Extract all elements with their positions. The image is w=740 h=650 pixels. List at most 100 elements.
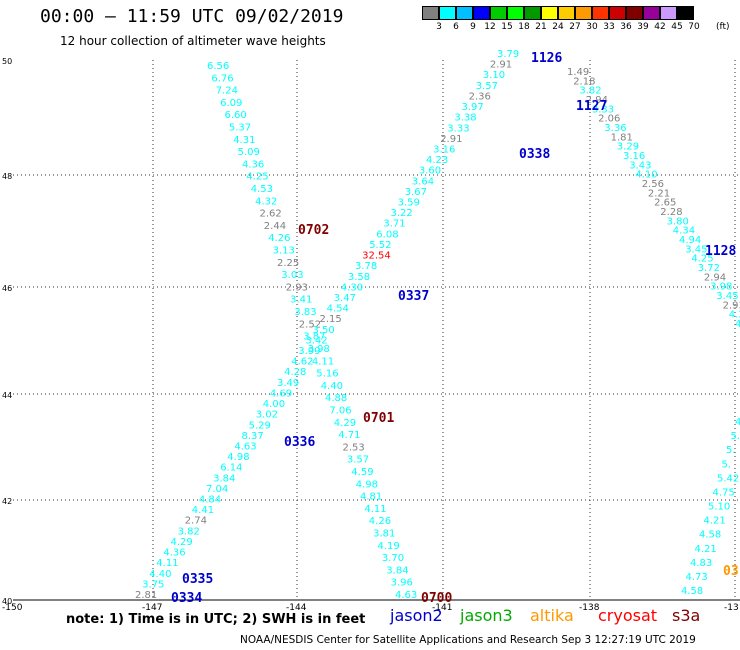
pass-time-label: 0700	[421, 591, 452, 606]
colorbar-swatch	[558, 6, 575, 20]
colorbar-label: 33	[603, 22, 615, 32]
wave-height-value: 3.72	[698, 263, 720, 274]
wave-height-value: 3.36	[604, 123, 626, 134]
track-c: 1.492.183.822.943.332.063.361.813.293.16…	[567, 67, 740, 330]
wave-height-value: 2.36	[469, 91, 491, 102]
map-subtitle: 12 hour collection of altimeter wave hei…	[60, 34, 326, 48]
latitude-label: 48	[2, 172, 12, 181]
credit-line: NOAA/NESDIS Center for Satellite Applica…	[240, 634, 696, 646]
wave-height-value: 4.54	[327, 304, 349, 315]
wave-height-value: 3.59	[398, 198, 420, 209]
wave-height-value: 4.10	[635, 170, 657, 181]
wave-height-value: 4.94	[679, 235, 701, 246]
wave-height-value: 4.	[735, 319, 740, 330]
axis-labels: 50 48 46 44 42 40-150 -147 -144 -141 -138 -13	[2, 57, 739, 613]
wave-height-value: 4.30	[341, 282, 363, 293]
wave-height-value: 2.56	[642, 179, 664, 190]
colorbar-swatch	[456, 6, 473, 20]
wave-height-value: 5.42	[717, 473, 739, 484]
wave-height-value: 4.75	[713, 487, 735, 498]
wave-height-value: 3.10	[483, 70, 505, 81]
latitude-label: 46	[2, 284, 12, 293]
wave-height-value: 3.98	[710, 282, 732, 293]
colorbar-swatch	[677, 6, 694, 20]
wave-height-value: 6.08	[376, 229, 398, 240]
wave-height-value: 3.82	[579, 86, 601, 97]
wave-height-value: 5.10	[708, 502, 730, 513]
wave-height-value: 4.00	[263, 399, 285, 410]
pass-time-labels: 1126 1127 0338 0702 1128 0337 0701 0336 0335 0334…	[171, 51, 739, 606]
wave-height-value: 4.2	[729, 310, 740, 321]
longitude-label: -144	[286, 603, 307, 613]
colorbar-label: 18	[518, 22, 530, 32]
colorbar-label: 39	[637, 22, 649, 32]
pass-time-label: 03	[723, 564, 739, 579]
wave-height-value: 3.87	[303, 332, 325, 343]
wave-height-value: 3.96	[391, 578, 413, 589]
wave-height-value: 3.22	[391, 208, 413, 219]
wave-height-value: 3.84	[213, 473, 235, 484]
wave-height-value: 5.09	[238, 147, 260, 158]
wave-height-value: 3.67	[405, 187, 427, 198]
wave-height-value: 4.11	[312, 356, 334, 367]
wave-height-value: 6.60	[225, 110, 247, 121]
colorbar-label: 30	[586, 22, 598, 32]
colorbar-label: 42	[654, 22, 666, 32]
longitude-label: -138	[579, 603, 600, 613]
wave-height-value: 4.53	[251, 184, 273, 195]
wave-height-value: 4.32	[255, 196, 277, 207]
wave-height-value: 5.37	[229, 123, 251, 134]
wave-height-value: 2.06	[598, 114, 620, 125]
colorbar-unit: (ft)	[716, 22, 730, 32]
latitude-label: 42	[2, 497, 12, 506]
wave-height-value: 4.36	[242, 159, 264, 170]
wave-height-value: 2.25	[277, 258, 299, 269]
wave-height-value: 3.02	[256, 410, 278, 421]
colorbar-swatch	[439, 6, 456, 20]
wave-height-value: 3.43	[629, 160, 651, 171]
wave-height-value: 3.16	[623, 151, 645, 162]
wave-height-value: 4.40	[149, 569, 171, 580]
wave-height-value: 4.31	[233, 135, 255, 146]
wave-height-value: 5.16	[316, 369, 338, 380]
wave-height-value: 4.21	[695, 544, 717, 555]
satellite-jason2: jason2	[390, 606, 443, 625]
wave-height-value: 4.26	[268, 233, 290, 244]
wave-height-value: 3.84	[386, 565, 408, 576]
longitude-label: -141	[432, 603, 452, 613]
wave-height-value: 4.63	[395, 590, 417, 601]
pass-time-label: 0702	[298, 223, 329, 238]
colorbar-label: 3	[436, 22, 442, 32]
wave-height-value: 6.14	[220, 463, 242, 474]
wave-height-value: 3.58	[348, 272, 370, 283]
wave-height-value: 2.94	[704, 272, 726, 283]
wave-height-value: 3.57	[476, 81, 498, 92]
wave-height-value: 4.40	[321, 381, 343, 392]
colorbar-swatch	[609, 6, 626, 20]
wave-height-value: 2.93	[286, 282, 308, 293]
latitude-label: 40	[2, 597, 12, 606]
wave-height-value: 4.29	[334, 418, 356, 429]
colorbar-swatch	[541, 6, 558, 20]
pass-time-label: 1126	[531, 51, 562, 66]
colorbar-swatch	[592, 6, 609, 20]
wave-height-value: 2.53	[343, 442, 365, 453]
pass-time-label: 0336	[284, 435, 315, 450]
satellite-cryosat: cryosat	[598, 606, 658, 625]
pass-time-label: 0701	[363, 411, 394, 426]
wave-height-value: 3.13	[273, 246, 295, 257]
wave-height-value: 4.25	[246, 172, 268, 183]
pass-time-label: 0335	[182, 572, 213, 587]
satellite-s3a: s3a	[672, 606, 701, 625]
satellite-altika: altika	[530, 606, 574, 625]
wave-height-value: 3.49	[277, 378, 299, 389]
track-d: 4.58 4.73 4.83 4.21 4.58 4.21 5.10 4.75 5.42 5. 5.…	[681, 417, 740, 597]
wave-height-value: 4.88	[325, 393, 347, 404]
wave-height-value: 2.62	[260, 209, 282, 220]
wave-height-value: 4.59	[351, 467, 373, 478]
wave-height-value: 3.81	[373, 529, 395, 540]
wave-height-value: 4.25	[691, 254, 713, 265]
wave-height-value: 3.03	[281, 270, 303, 281]
longitude-label: -150	[2, 603, 23, 613]
wave-height-value: 4.11	[364, 504, 386, 515]
